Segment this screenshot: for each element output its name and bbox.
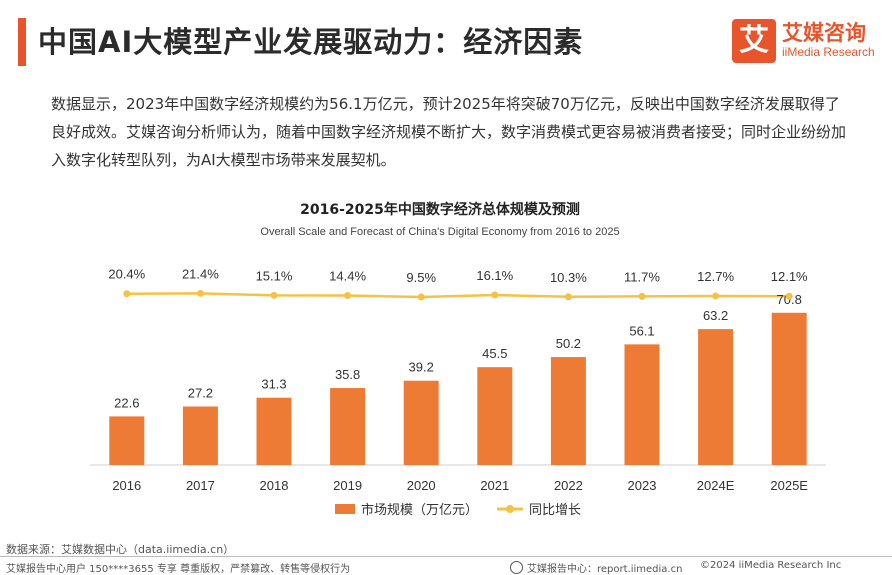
globe-icon: [510, 561, 523, 574]
growth-point: [491, 291, 499, 299]
logo-cn-text: 艾媒咨询: [782, 21, 866, 45]
legend-line-label: 同比增长: [529, 503, 581, 518]
bar-value-label: 50.2: [556, 336, 581, 351]
growth-label: 12.7%: [697, 269, 734, 284]
growth-point: [270, 291, 278, 299]
legend-line-marker: [506, 505, 514, 513]
bar-2021: [477, 367, 513, 465]
bar-value-label: 39.2: [409, 360, 434, 375]
bar-2019: [330, 388, 366, 465]
bar-2017: [182, 406, 218, 465]
growth-point: [564, 293, 572, 301]
report-site-text: 艾媒报告中心：report.iimedia.cn: [527, 564, 683, 575]
growth-point: [417, 293, 425, 301]
bar-value-label: 56.1: [629, 323, 654, 338]
digital-economy-chart: 2016-2025年中国数字经济总体规模及预测 Overall Scale an…: [90, 201, 826, 518]
bar-value-label: 63.2: [703, 308, 728, 323]
bar-value-label: 27.2: [188, 386, 213, 401]
data-source: 数据来源：艾媒数据中心（data.iimedia.cn）: [6, 543, 235, 556]
chart-title: 2016-2025年中国数字经济总体规模及预测: [300, 201, 580, 218]
growth-label: 10.3%: [550, 270, 587, 285]
chart-legend: 市场规模（万亿元） 同比增长: [335, 502, 581, 518]
growth-point: [785, 292, 793, 300]
chart-subtitle: Overall Scale and Forecast of China's Di…: [260, 226, 619, 238]
bar-2024E: [698, 329, 734, 465]
growth-label: 9.5%: [406, 270, 436, 285]
growth-point: [123, 290, 131, 298]
x-tick-label: 2021: [480, 478, 509, 493]
growth-label: 15.1%: [256, 268, 293, 283]
copyright-note: 艾媒报告中心用户 150****3655 专享 尊重版权，严禁篡改、转售等侵权行…: [6, 564, 351, 575]
bar-value-label: 31.3: [261, 377, 286, 392]
bar-2018: [256, 397, 292, 465]
growth-point: [196, 289, 204, 297]
growth-label: 11.7%: [624, 269, 660, 284]
bar-2022: [550, 357, 586, 465]
bar-2025E: [771, 312, 807, 465]
bar-2023: [624, 344, 660, 465]
x-tick-label: 2020: [407, 478, 436, 493]
x-tick-label: 2024E: [697, 478, 735, 493]
x-tick-label: 2019: [333, 478, 362, 493]
growth-label: 12.1%: [771, 269, 808, 284]
growth-label: 21.4%: [182, 266, 219, 281]
growth-point: [638, 292, 646, 300]
legend-bar-label: 市场规模（万亿元）: [361, 502, 478, 518]
copyright: ©2024 iiMedia Research Inc: [700, 560, 842, 571]
x-tick-label: 2022: [554, 478, 583, 493]
growth-line: [126, 292, 790, 299]
legend-bar-swatch: [335, 504, 355, 514]
iimedia-logo: 艾 艾媒咨询 iiMedia Research: [732, 17, 882, 67]
bar-value-label: 45.5: [482, 346, 507, 361]
growth-label: 20.4%: [108, 267, 145, 282]
bar-value-label: 35.8: [335, 367, 360, 382]
bar-2016: [109, 416, 145, 465]
x-tick-label: 2023: [628, 478, 657, 493]
footer-divider: [0, 556, 892, 557]
logo-en-text: iiMedia Research: [782, 45, 875, 59]
x-tick-label: 2016: [112, 478, 141, 493]
x-tick-label: 2018: [260, 478, 289, 493]
intro-paragraph: 数据显示，2023年中国数字经济规模约为56.1万亿元，预计2025年将突破70…: [51, 95, 847, 169]
bar-2020: [403, 380, 439, 465]
page-title: 中国AI大模型产业发展驱动力：经济因素: [38, 25, 584, 59]
bar-value-label: 22.6: [114, 395, 139, 410]
growth-label: 14.4%: [329, 269, 366, 284]
title-accent-bar: [18, 18, 26, 66]
x-tick-label: 2017: [186, 478, 215, 493]
growth-point: [712, 292, 720, 300]
logo-mark-icon: 艾: [732, 19, 776, 63]
growth-label: 16.1%: [476, 268, 513, 283]
x-tick-label: 2025E: [770, 478, 808, 493]
growth-point: [344, 292, 352, 300]
